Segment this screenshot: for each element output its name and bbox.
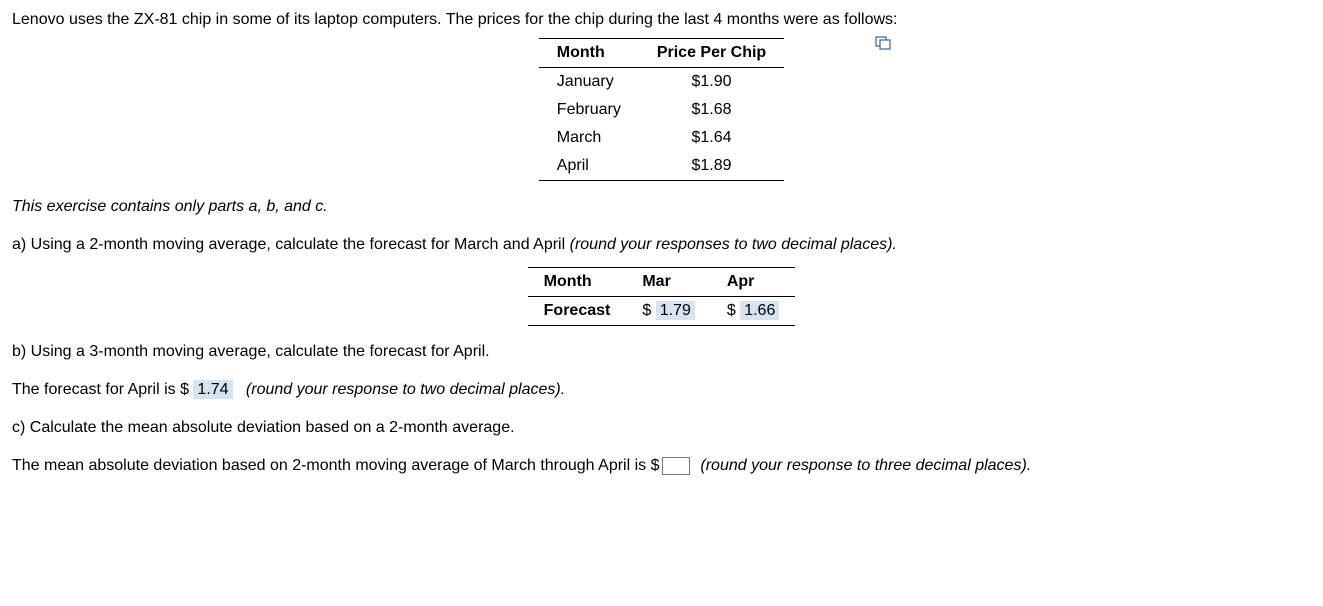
table-row: March $1.64 <box>539 124 784 152</box>
table-row: January $1.90 <box>539 68 784 97</box>
intro-text: Lenovo uses the ZX-81 chip in some of it… <box>12 8 1311 32</box>
price-value-cell: $1.64 <box>639 124 784 152</box>
forecast-table: Month Mar Apr Forecast $ 1.79 $ 1.66 <box>528 267 796 326</box>
part-c-prefix: The mean absolute deviation based on 2-m… <box>12 457 660 474</box>
table-row: February $1.68 <box>539 96 784 124</box>
forecast-mar-input[interactable]: 1.79 <box>656 301 695 320</box>
table-row: April $1.89 <box>539 152 784 181</box>
part-b-answer: The forecast for April is $ 1.74 (round … <box>12 378 1311 402</box>
dollar-sign: $ <box>727 302 736 319</box>
price-value-cell: $1.90 <box>639 68 784 97</box>
forecast-apr-input[interactable]: 1.66 <box>740 301 779 320</box>
forecast-row-label: Forecast <box>528 297 627 326</box>
part-a-suffix: (round your responses to two decimal pla… <box>570 236 897 253</box>
forecast-header-label: Month <box>528 268 627 297</box>
part-a-question: a) Using a 2-month moving average, calcu… <box>12 233 1311 257</box>
part-c-answer: The mean absolute deviation based on 2-m… <box>12 454 1311 478</box>
price-value-cell: $1.68 <box>639 96 784 124</box>
price-table-header-month: Month <box>539 39 639 68</box>
part-b-input[interactable]: 1.74 <box>193 380 232 399</box>
price-month-cell: March <box>539 124 639 152</box>
part-a-prefix: a) Using a 2-month moving average, calcu… <box>12 236 570 253</box>
part-b-question: b) Using a 3-month moving average, calcu… <box>12 340 1311 364</box>
forecast-header-apr: Apr <box>711 268 796 297</box>
forecast-table-container: Month Mar Apr Forecast $ 1.79 $ 1.66 <box>12 267 1311 326</box>
part-b-suffix: (round your response to two decimal plac… <box>246 381 565 398</box>
forecast-mar-cell: $ 1.79 <box>626 297 711 326</box>
table-row: Forecast $ 1.79 $ 1.66 <box>528 297 796 326</box>
price-table-container: Month Price Per Chip January $1.90 Febru… <box>12 38 1311 181</box>
dollar-sign: $ <box>642 302 651 319</box>
forecast-header-mar: Mar <box>626 268 711 297</box>
part-c-question: c) Calculate the mean absolute deviation… <box>12 416 1311 440</box>
part-c-suffix: (round your response to three decimal pl… <box>700 457 1031 474</box>
part-c-input[interactable] <box>662 457 690 475</box>
price-table: Month Price Per Chip January $1.90 Febru… <box>539 38 784 181</box>
price-month-cell: April <box>539 152 639 181</box>
price-month-cell: February <box>539 96 639 124</box>
popup-icon[interactable] <box>875 34 891 58</box>
price-month-cell: January <box>539 68 639 97</box>
price-table-header-price: Price Per Chip <box>639 39 784 68</box>
price-value-cell: $1.89 <box>639 152 784 181</box>
exercise-note: This exercise contains only parts a, b, … <box>12 195 1311 219</box>
forecast-apr-cell: $ 1.66 <box>711 297 796 326</box>
part-b-prefix: The forecast for April is $ <box>12 381 189 398</box>
